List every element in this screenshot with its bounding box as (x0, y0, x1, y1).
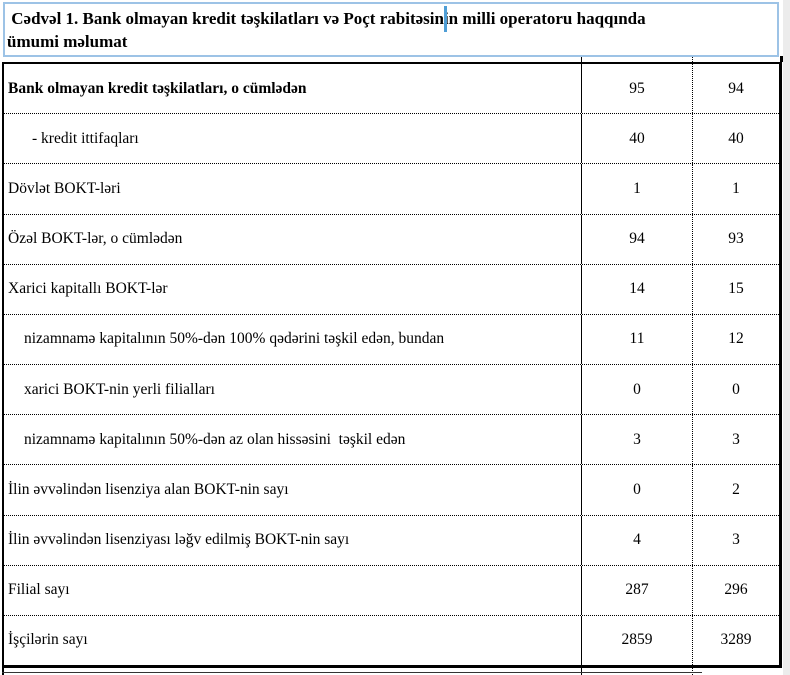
row-value-col1[interactable]: 95 (582, 64, 693, 114)
table-row: Bank olmayan kredit təşkilatları, o cüml… (4, 64, 779, 115)
table-row: nizamnamə kapitalının 50%-dən 100% qədər… (4, 314, 779, 366)
table-row: Filial sayı 287 296 (4, 565, 779, 616)
next-row-left-border (2, 668, 4, 675)
row-value-col1[interactable]: 14 (582, 264, 693, 314)
row-value-col1[interactable]: 0 (582, 365, 693, 415)
row-label: Dövlət BOKT-ləri (8, 179, 121, 197)
row-value-col2[interactable]: 94 (728, 79, 744, 97)
table-row: Dövlət BOKT-ləri 1 1 (4, 164, 779, 215)
next-row-top-border (2, 672, 702, 673)
row-label: nizamnamə kapitalının 50%-dən 100% qədər… (24, 330, 445, 348)
row-label: İşçilərin sayı (8, 631, 88, 649)
row-value-col2[interactable]: 0 (732, 380, 740, 398)
table-row: İlin əvvəlindən lisenziya alan BOKT-nin … (4, 465, 779, 516)
row-label-cell[interactable]: Dövlət BOKT-ləri (4, 164, 582, 214)
row-value-col1[interactable]: 0 (582, 465, 693, 515)
row-label-cell[interactable]: - kredit ittifaqları (4, 114, 582, 164)
header-column-divider-dotted (692, 56, 693, 62)
text-cursor (444, 6, 447, 32)
row-value-col1[interactable]: 1 (582, 164, 693, 214)
row-value-col1[interactable]: 40 (582, 114, 693, 164)
row-label-cell[interactable]: Özəl BOKT-lər, o cümlədən (4, 214, 582, 264)
row-label-cell[interactable]: Xarici kapitallı BOKT-lər (4, 264, 582, 314)
row-label: İlin əvvəlindən lisenziyası ləğv edilmiş… (8, 531, 350, 549)
row-label-cell[interactable]: nizamnamə kapitalının 50%-dən az olan hi… (4, 415, 582, 465)
row-label-cell[interactable]: İlin əvvəlindən lisenziyası ləğv edilmiş… (4, 515, 582, 565)
row-label-cell[interactable]: nizamnamə kapitalının 50%-dən 100% qədər… (4, 314, 582, 365)
row-label-cell[interactable]: xarici BOKT-nin yerli filialları (4, 365, 582, 415)
row-value-col2[interactable]: 3289 (720, 631, 752, 649)
row-value-col2[interactable]: 3 (732, 430, 740, 448)
row-label: Xarici kapitallı BOKT-lər (8, 280, 168, 298)
row-value-col2[interactable]: 15 (728, 280, 744, 298)
row-label: Özəl BOKT-lər, o cümlədən (8, 230, 183, 248)
table-title-textbox[interactable]: Cədvəl 1. Bank olmayan kredit təşkilatla… (3, 2, 779, 57)
row-value-col1[interactable]: 94 (582, 214, 693, 264)
general-info-table: Bank olmayan kredit təşkilatları, o cüml… (2, 62, 782, 668)
header-column-divider-solid (581, 56, 582, 62)
table-row: - kredit ittifaqları 40 40 (4, 114, 779, 165)
table-row: İşçilərin sayı 2859 3289 (4, 615, 779, 666)
row-value-col2[interactable]: 2 (732, 480, 740, 498)
row-label: nizamnamə kapitalının 50%-dən az olan hi… (24, 430, 406, 448)
row-value-col2[interactable]: 3 (732, 531, 740, 549)
row-label: İlin əvvəlindən lisenziya alan BOKT-nin … (8, 480, 289, 498)
row-value-col2[interactable]: 296 (724, 581, 748, 599)
table-title-line1: Cədvəl 1. Bank olmayan kredit təşkilatla… (7, 9, 646, 28)
table-title-line2: ümumi məlumat (7, 32, 128, 51)
row-label-cell[interactable]: Bank olmayan kredit təşkilatları, o cüml… (4, 64, 582, 114)
next-row-dotted-divider (692, 668, 693, 675)
row-value-col1[interactable]: 287 (582, 565, 693, 615)
row-label-cell[interactable]: İşçilərin sayı (4, 615, 582, 666)
page-edge-gutter (783, 0, 790, 675)
table-row: Özəl BOKT-lər, o cümlədən 94 93 (4, 214, 779, 265)
row-value-col2[interactable]: 12 (728, 330, 744, 348)
row-label: Bank olmayan kredit təşkilatları, o cüml… (8, 79, 307, 97)
header-right-border (780, 56, 783, 62)
row-label: xarici BOKT-nin yerli filialları (24, 380, 215, 398)
row-label: - kredit ittifaqları (32, 129, 139, 147)
row-value-col1[interactable]: 3 (582, 415, 693, 465)
row-label-cell[interactable]: Filial sayı (4, 565, 582, 615)
table-row: xarici BOKT-nin yerli filialları 0 0 (4, 365, 779, 416)
row-value-col2[interactable]: 40 (728, 129, 744, 147)
table-row: İlin əvvəlindən lisenziyası ləğv edilmiş… (4, 515, 779, 566)
row-value-col1[interactable]: 2859 (582, 615, 693, 666)
row-value-col1[interactable]: 11 (582, 314, 693, 365)
table-row: Xarici kapitallı BOKT-lər 14 15 (4, 264, 779, 315)
row-value-col1[interactable]: 4 (582, 515, 693, 565)
row-value-col2[interactable]: 93 (728, 230, 744, 248)
row-label-cell[interactable]: İlin əvvəlindən lisenziya alan BOKT-nin … (4, 465, 582, 515)
row-value-col2[interactable]: 1 (732, 179, 740, 197)
row-label: Filial sayı (8, 581, 70, 599)
next-row-column-divider (581, 668, 582, 675)
table-row: nizamnamə kapitalının 50%-dən az olan hi… (4, 415, 779, 466)
